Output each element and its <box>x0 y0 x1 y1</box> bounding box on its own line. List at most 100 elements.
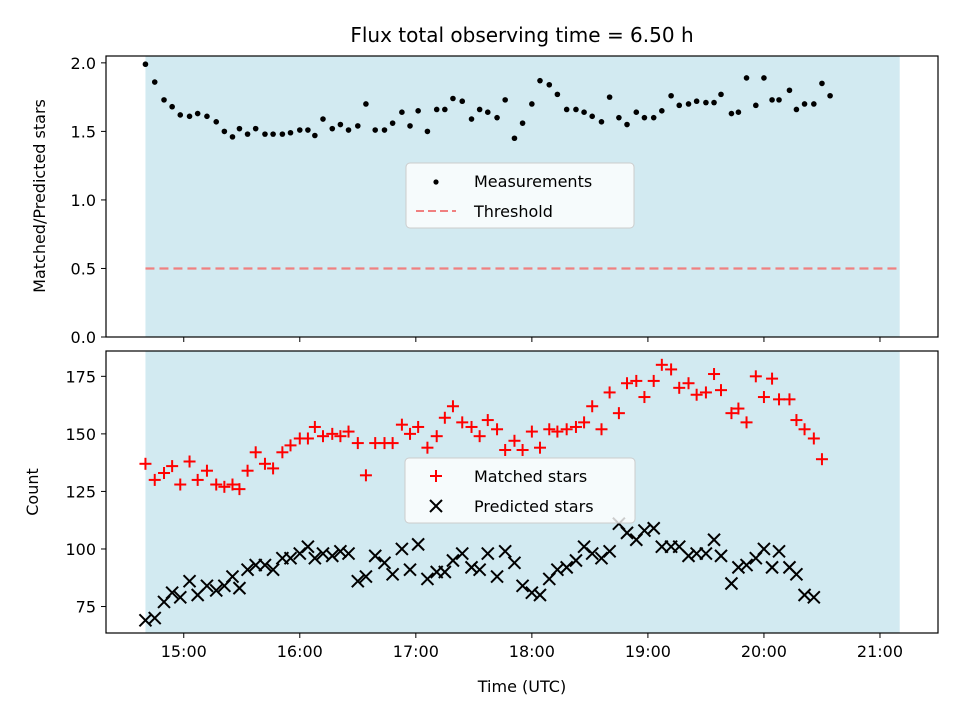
measurement-point <box>415 108 421 114</box>
measurement-point <box>476 106 483 113</box>
matched-star-point <box>233 483 246 496</box>
measurement-point <box>616 114 622 121</box>
measurement-point <box>827 92 833 99</box>
matched-star-point <box>630 374 643 387</box>
predicted-star-point <box>602 544 617 558</box>
predicted-star-point <box>395 542 409 556</box>
matched-star-point <box>551 425 564 438</box>
predicted-star-point <box>498 544 512 558</box>
predicted-star-point <box>333 544 348 558</box>
matched-star-point <box>267 462 280 475</box>
top-ytick-label: 2.0 <box>71 54 96 73</box>
measurement-point <box>676 102 683 109</box>
measurement-point <box>221 128 228 135</box>
measurement-point <box>213 118 220 125</box>
measurement-point <box>186 113 193 120</box>
measurement-point <box>703 99 709 106</box>
measurement-point <box>161 97 167 103</box>
matched-star-point <box>499 443 512 456</box>
predicted-star-point <box>232 581 247 595</box>
predicted-star-point <box>148 611 162 625</box>
matched-star-point <box>191 473 204 486</box>
measurement-point <box>563 106 570 113</box>
measurement-point <box>650 114 657 121</box>
measurement-point <box>598 118 605 125</box>
measurement-point <box>329 125 336 132</box>
predicted-star-point <box>515 579 530 593</box>
matched-star-point <box>757 391 770 404</box>
predicted-star-point <box>446 553 460 568</box>
predicted-star-point <box>351 574 365 588</box>
xtick-label: 17:00 <box>393 642 439 661</box>
measurement-point <box>484 109 491 115</box>
predicted-star-point <box>308 551 322 565</box>
top-legend: Measurements Threshold <box>405 162 635 229</box>
bottom-ytick-label: 175 <box>65 367 96 386</box>
measurement-point <box>537 77 543 84</box>
matched-star-point <box>578 416 591 429</box>
measurement-point <box>279 131 286 137</box>
legend-predicted-label: Predicted stars <box>474 497 594 516</box>
matched-star-point <box>586 400 599 413</box>
bottom-panel-ylabel: Count <box>23 468 42 516</box>
measurement-point <box>355 123 361 129</box>
measurement-point <box>573 106 579 113</box>
measurement-point <box>546 81 553 88</box>
matched-star-point <box>395 418 408 431</box>
predicted-star-point <box>301 539 315 554</box>
predicted-star-point <box>182 574 197 588</box>
measurement-point <box>769 97 775 103</box>
bottom-legend: Matched stars Predicted stars <box>404 457 636 524</box>
matched-star-point <box>465 420 478 433</box>
legend-matched-label: Matched stars <box>474 467 587 486</box>
predicted-star-point <box>368 549 382 563</box>
predicted-star-point <box>525 586 539 600</box>
measurement-point <box>177 112 184 118</box>
matched-star-point <box>673 381 686 394</box>
predicted-star-point <box>420 572 435 586</box>
predicted-star-point <box>620 526 634 540</box>
xtick-label: 18:00 <box>509 642 555 661</box>
matched-star-point <box>783 393 796 406</box>
measurement-point <box>633 109 640 115</box>
measurement-point <box>606 94 613 100</box>
measurement-point <box>502 97 508 103</box>
matched-star-point <box>525 425 538 438</box>
legend-predicted-marker <box>429 499 443 513</box>
matched-star-point <box>326 427 339 440</box>
measurement-point <box>407 123 413 129</box>
measurement-point <box>442 106 448 113</box>
measurement-point <box>389 120 396 126</box>
matched-star-point <box>351 437 364 450</box>
xtick-label: 21:00 <box>857 642 903 661</box>
matched-star-point <box>766 372 779 385</box>
predicted-star-point <box>403 562 417 577</box>
measurement-point <box>761 75 767 81</box>
measurement-point <box>786 87 793 94</box>
matched-star-point <box>481 414 494 427</box>
top-ytick-label: 1.5 <box>71 122 96 141</box>
matched-star-point <box>612 407 625 420</box>
measurement-point <box>287 129 294 136</box>
measurement-point <box>151 79 158 85</box>
matched-star-point <box>595 423 608 436</box>
matched-star-point <box>210 478 223 491</box>
top-ytick-label: 1.0 <box>71 191 96 210</box>
predicted-star-point <box>765 560 779 575</box>
matched-star-point <box>725 407 738 420</box>
measurement-point <box>142 61 149 68</box>
predicted-star-point <box>490 569 504 584</box>
matched-star-point <box>421 441 434 454</box>
predicted-star-point <box>739 558 754 572</box>
measurement-point <box>320 116 326 122</box>
chart-title: Flux total observing time = 6.50 h <box>350 23 693 47</box>
measurement-point <box>194 110 201 117</box>
predicted-star-point <box>209 583 223 598</box>
matched-star-point <box>386 437 399 450</box>
bottom-legend-box <box>404 457 636 524</box>
matched-star-point <box>690 388 703 401</box>
predicted-star-point <box>341 546 356 561</box>
matched-star-point <box>638 391 651 404</box>
measurement-point <box>244 131 251 137</box>
